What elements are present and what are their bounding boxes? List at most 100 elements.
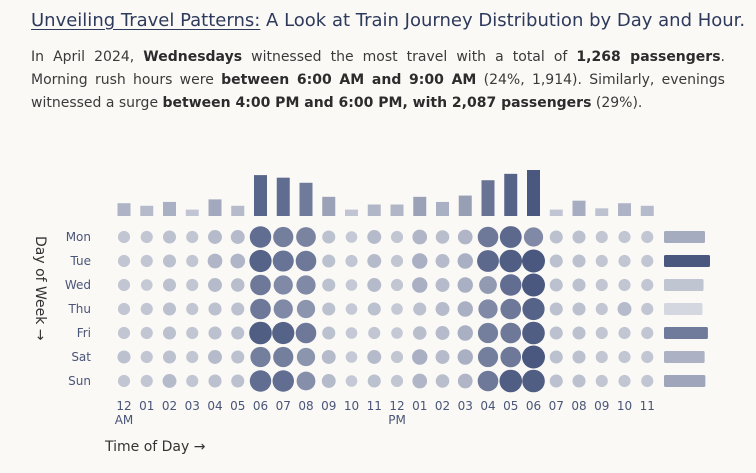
bubble-fri-0 [117, 326, 131, 340]
bubble-fri-14 [435, 326, 450, 340]
hour-total-bar-14 [436, 201, 449, 216]
bubble-mon-4 [208, 230, 222, 244]
bubble-wed-5 [230, 278, 245, 292]
bubble-wed-0 [117, 278, 131, 292]
bubble-fri-4 [208, 326, 222, 340]
hour-total-bar-16 [481, 180, 495, 216]
bubble-sat-0 [117, 350, 131, 364]
day-label-wed: Wed [65, 278, 91, 292]
bubble-thu-15 [457, 301, 473, 317]
bubble-sun-20 [572, 374, 586, 388]
bubble-fri-9 [322, 326, 336, 340]
bubble-tue-11 [367, 254, 382, 268]
bubble-wed-17 [500, 274, 522, 296]
bubble-mon-16 [477, 226, 499, 248]
bubble-fri-13 [412, 326, 427, 340]
bubble-mon-6 [249, 226, 272, 248]
bubble-tue-16 [477, 250, 499, 272]
bubble-mon-7 [273, 226, 294, 248]
hour-total-bar-21 [595, 208, 609, 216]
bubble-mon-15 [457, 229, 473, 245]
bubble-mon-2 [162, 230, 177, 244]
bubble-wed-9 [322, 278, 336, 292]
bubble-mon-12 [390, 230, 404, 244]
hour-total-bar-19 [549, 209, 563, 216]
bubble-thu-17 [500, 298, 522, 320]
bubble-wed-23 [641, 278, 654, 292]
bubble-sun-21 [595, 374, 608, 388]
summary-text-5: (29%). [591, 95, 643, 111]
bubble-mon-8 [296, 227, 316, 247]
hour-label-14: 02 [435, 399, 450, 413]
bubble-wed-4 [208, 278, 222, 292]
hour-total-bar-12 [390, 204, 404, 216]
bubble-sun-18 [522, 369, 545, 393]
hour-label-5: 05 [230, 399, 245, 413]
bubble-tue-3 [186, 254, 199, 268]
x-axis-title: Time of Day → [104, 439, 206, 455]
bubble-tue-23 [641, 254, 654, 268]
bubble-sat-10 [345, 351, 358, 363]
bubble-sat-8 [296, 347, 316, 367]
bubble-fri-10 [345, 327, 358, 339]
day-total-bar-fri [664, 327, 708, 339]
bubble-thu-22 [617, 302, 632, 316]
day-total-bar-mon [664, 231, 705, 243]
hour-total-bar-13 [413, 196, 427, 216]
bubble-mon-1 [140, 230, 153, 244]
hour-total-bar-23 [640, 205, 654, 216]
hour-label-8: 08 [298, 399, 313, 413]
bubble-thu-1 [140, 302, 153, 316]
day-total-bar-thu [664, 303, 703, 315]
hour-label-6: 06 [253, 399, 268, 413]
bubble-sat-4 [208, 350, 222, 364]
summary-highlight-3: between 6:00 AM and 9:00 AM [221, 72, 477, 88]
bubble-mon-13 [412, 229, 428, 245]
bubble-mon-20 [572, 230, 586, 244]
bubble-thu-2 [162, 302, 177, 316]
bubble-sun-6 [249, 370, 272, 392]
bubble-tue-5 [230, 253, 246, 269]
hour-label-12: 12 PM [388, 399, 406, 427]
hour-total-bar-5 [231, 205, 245, 216]
bubble-tue-4 [207, 253, 223, 269]
bubble-thu-23 [641, 302, 654, 316]
bubble-sun-15 [457, 373, 473, 389]
bubble-fri-3 [186, 326, 199, 340]
bubble-wed-15 [457, 277, 473, 293]
bubble-mon-19 [549, 230, 563, 244]
hour-total-bar-11 [367, 204, 381, 216]
summary-text-3: . Morning rush hours were [31, 49, 725, 88]
hour-total-bar-7 [276, 177, 290, 216]
hour-label-21: 09 [594, 399, 609, 413]
bubble-thu-19 [549, 302, 563, 316]
hour-total-bar-20 [572, 200, 586, 216]
bubble-tue-19 [549, 254, 563, 268]
hour-label-9: 09 [321, 399, 336, 413]
bubble-thu-12 [391, 303, 403, 315]
bubble-sun-7 [272, 370, 294, 392]
hour-label-20: 08 [571, 399, 586, 413]
daily-totals-bars [664, 231, 710, 387]
hour-total-bar-2 [163, 201, 176, 216]
bubble-mon-10 [345, 231, 358, 243]
bubble-thu-14 [435, 302, 450, 316]
bubble-thu-16 [478, 299, 498, 319]
hour-total-bar-9 [322, 196, 336, 216]
hour-total-bar-6 [254, 175, 267, 216]
summary-highlight-4: between 4:00 PM and 6:00 PM, with 2,087 … [162, 95, 592, 111]
bubble-thu-4 [208, 302, 222, 316]
bubble-tue-21 [595, 254, 608, 268]
bubble-wed-8 [296, 275, 316, 295]
bubble-wed-1 [140, 279, 153, 291]
bubble-sat-23 [641, 350, 654, 364]
bubble-fri-11 [368, 326, 381, 340]
bubble-wed-18 [522, 273, 545, 297]
bubble-tue-20 [572, 254, 586, 268]
day-label-sun: Sun [68, 374, 91, 388]
bubble-tue-18 [522, 249, 545, 273]
bubble-sat-16 [477, 346, 499, 368]
bubble-sun-17 [499, 369, 523, 393]
bubble-wed-19 [549, 278, 563, 292]
bubble-wed-14 [435, 278, 450, 292]
